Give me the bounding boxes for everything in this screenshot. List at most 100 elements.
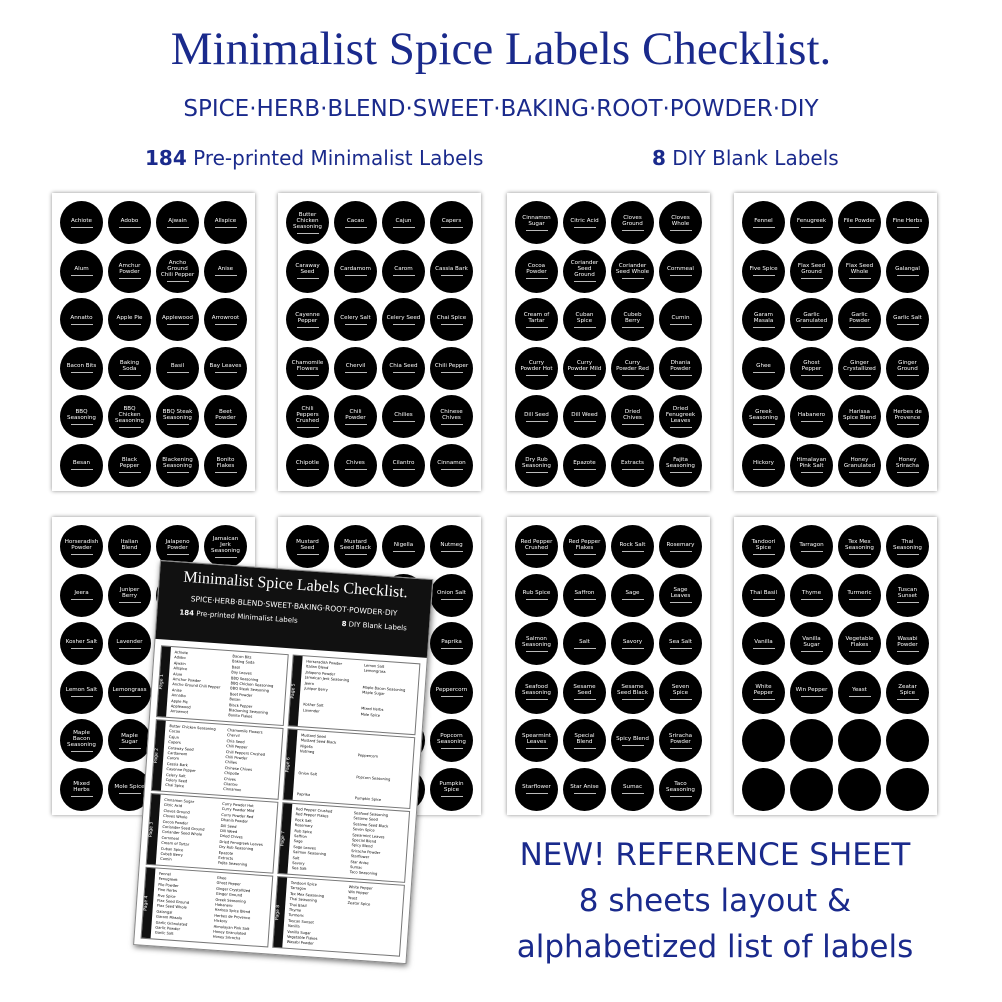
label-rule xyxy=(800,375,823,376)
label-rule xyxy=(896,375,919,376)
label-rule xyxy=(70,696,93,697)
label-rule xyxy=(214,472,237,473)
count-number: 8 xyxy=(652,146,666,170)
subtitle: SPICE·HERB·BLEND·SWEET·BAKING·ROOT·POWDE… xyxy=(183,96,819,122)
label-rule xyxy=(440,796,463,797)
label-circle: Dill Seed xyxy=(515,395,558,438)
label-text: Turmeric xyxy=(847,590,872,596)
label-circle xyxy=(886,767,929,811)
label-rule xyxy=(296,326,319,328)
label-text: Chamomile Flowers xyxy=(291,360,324,372)
label-rule xyxy=(848,553,871,555)
label-circle: Ginger Crystallized xyxy=(838,346,881,390)
label-circle: Star Anise xyxy=(563,767,606,811)
label-rule xyxy=(848,226,871,228)
label-rule xyxy=(752,647,775,649)
label-circle: Rosemary xyxy=(659,525,702,568)
label-rule xyxy=(573,647,596,649)
label-circle: BBQ Chicken Seasoning xyxy=(108,395,151,438)
label-rule xyxy=(344,226,367,228)
label-text: Lemon Salt xyxy=(65,687,98,693)
label-rule xyxy=(896,699,919,700)
label-text: Savory xyxy=(622,638,643,645)
label-rule xyxy=(525,472,548,473)
label-text: Flax Seed Whole xyxy=(845,263,874,275)
label-text: Seven Spice xyxy=(671,684,690,696)
label-rule xyxy=(214,323,237,325)
label-circle: Garlic Salt xyxy=(886,298,929,341)
label-text: Applewood xyxy=(162,314,193,321)
label-circle: Cumin xyxy=(659,298,702,341)
label-circle: Sea Salt xyxy=(659,622,702,665)
label-text: Vanilla xyxy=(754,638,773,645)
label-text: Sumac xyxy=(622,784,643,790)
label-circle: Red Pepper Flakes xyxy=(563,525,606,568)
label-text: Cassia Bark xyxy=(435,266,468,272)
label-circle: Sumac xyxy=(611,767,654,811)
label-circle: Galangal xyxy=(886,249,929,293)
label-text: Garlic Powder xyxy=(849,311,870,324)
label-circle: Blackening Seasoning xyxy=(156,443,199,487)
label-text: BBQ Steak Seasoning xyxy=(162,408,193,421)
label-text: Cream of Tartar xyxy=(523,311,550,324)
label-rule xyxy=(800,226,823,228)
label-text: Win Pepper xyxy=(795,687,828,693)
label-text: Kosher Salt xyxy=(65,638,98,645)
label-text: Sage Leaves xyxy=(670,587,691,599)
count-label: 8 DIY Blank Labels xyxy=(341,620,407,633)
label-text: Sage xyxy=(625,590,640,596)
label-text: Mole Spice xyxy=(114,784,145,790)
label-rule xyxy=(118,472,141,473)
label-circle: Habanero xyxy=(790,395,833,438)
label-circle xyxy=(838,767,881,811)
checklist-item: Popcorn Seasoning xyxy=(356,775,391,782)
label-circle: Tex Mex Seasoning xyxy=(838,525,881,568)
label-rule xyxy=(525,747,548,749)
label-text: Wasabi Powder xyxy=(897,635,918,648)
label-circle xyxy=(790,719,833,762)
label-text: Blackening Seasoning xyxy=(162,457,193,469)
label-rule xyxy=(896,423,919,425)
label-circle: Cajun xyxy=(382,201,425,244)
label-text: Chai Spice xyxy=(436,314,467,321)
label-circle: Butter Chicken Seasoning xyxy=(286,201,329,244)
label-text: Rock Salt xyxy=(619,541,646,548)
label-circle: Ghost Pepper xyxy=(790,346,833,390)
label-circle: Chilies xyxy=(382,395,425,438)
label-rule xyxy=(896,323,919,325)
reference-sheet: Minimalist Spice Labels Checklist. SPICE… xyxy=(133,560,434,965)
checklist-item: Lemongrass xyxy=(363,668,386,675)
label-circle: Cayenne Pepper xyxy=(286,298,329,341)
label-rule xyxy=(440,696,463,697)
label-rule xyxy=(70,469,93,470)
label-circle: Flax Seed Ground xyxy=(790,249,833,293)
label-circle: Dried Fenugreek Leaves xyxy=(659,395,702,438)
label-text: Horseradish Powder xyxy=(64,538,99,551)
label-circle: File Powder xyxy=(838,201,881,244)
label-circle: Italian Blend xyxy=(108,525,151,568)
checklist-item: Garlic Salt xyxy=(154,930,174,937)
label-circle: Mixed Herbs xyxy=(60,767,103,811)
label-circle: Tuscan Sunset xyxy=(886,573,929,617)
label-text: Mixed Herbs xyxy=(73,781,90,793)
label-circle: Ancho Ground Chili Pepper xyxy=(156,249,199,293)
label-rule xyxy=(848,650,871,652)
label-text: White Pepper xyxy=(753,684,774,696)
label-text: Harissa Spice Blend xyxy=(843,408,876,421)
label-rule xyxy=(621,469,644,470)
label-text: Rub Spice xyxy=(522,590,551,596)
checklist-item: Taco Seasoning xyxy=(349,870,378,877)
label-rule xyxy=(118,793,141,794)
label-circle: Cinnamon xyxy=(430,443,473,487)
label-rule xyxy=(392,226,415,228)
label-circle xyxy=(742,767,785,811)
label-rule xyxy=(525,229,548,231)
checklist-item: Zeatar Spice xyxy=(347,901,371,907)
label-circle: Cinnamon Sugar xyxy=(515,201,558,244)
page-label: Page 5 xyxy=(288,655,303,727)
label-text: Allspice xyxy=(214,217,237,224)
label-text: Besan xyxy=(72,460,91,466)
label-text: Sesame Seed xyxy=(573,684,596,696)
label-rule xyxy=(214,423,237,425)
reference-page: Page 2 Butter Chicken Seasoning Cacao Cajun… xyxy=(150,719,284,800)
